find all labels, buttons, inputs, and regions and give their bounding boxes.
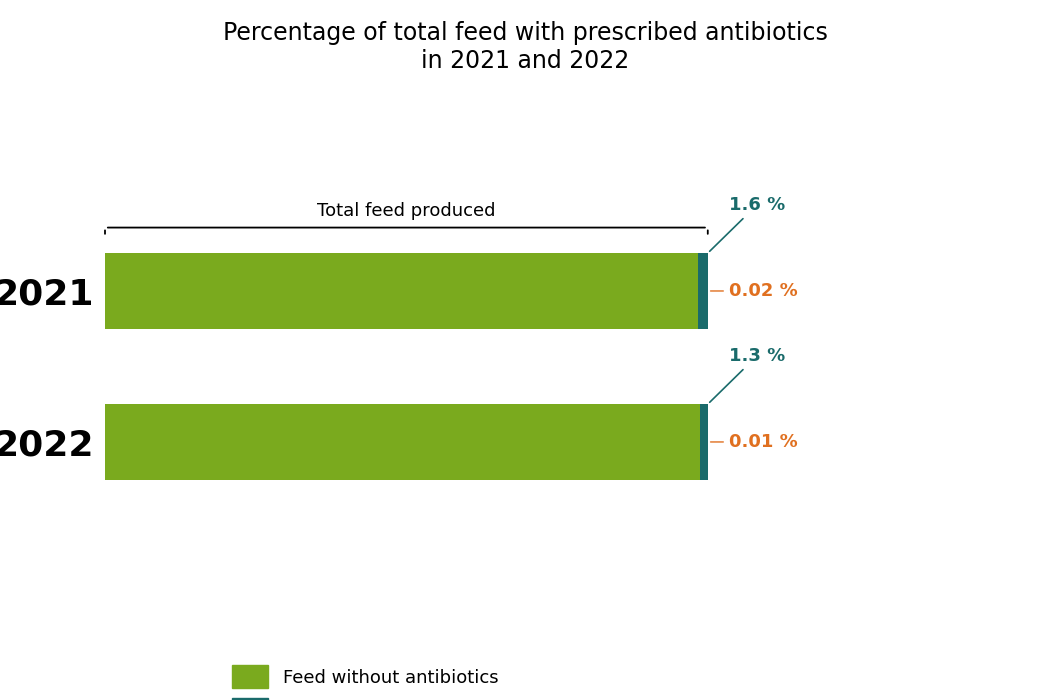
Text: 1.3 %: 1.3 % (710, 347, 785, 402)
Bar (698, 253, 708, 329)
Text: 0.02 %: 0.02 % (711, 282, 798, 300)
Text: Percentage of total feed with prescribed antibiotics
in 2021 and 2022: Percentage of total feed with prescribed… (223, 21, 827, 73)
Bar (105, 253, 698, 329)
Bar (700, 404, 708, 480)
Text: 0.01 %: 0.01 % (711, 433, 798, 451)
Text: 1.6 %: 1.6 % (710, 196, 785, 251)
Bar (105, 404, 700, 480)
Text: Total feed produced: Total feed produced (317, 202, 496, 220)
Legend: Feed without antibiotics, Feed with non-CIA, Feed with CIA: Feed without antibiotics, Feed with non-… (232, 665, 499, 700)
